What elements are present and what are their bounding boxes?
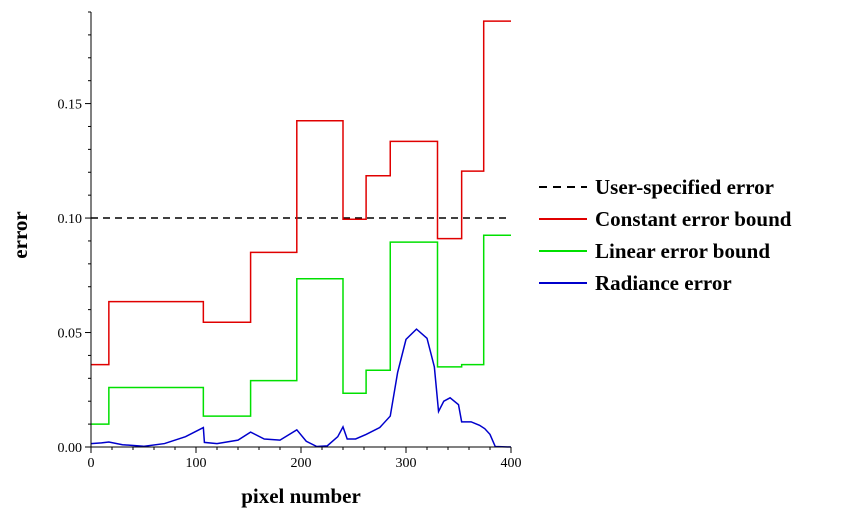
series-line-2 (91, 234, 511, 425)
series-line-1 (91, 20, 511, 366)
legend-label: Radiance error (595, 271, 732, 295)
y-tick-label: 0.05 (58, 327, 83, 342)
y-tick-label: 0.15 (58, 98, 83, 113)
legend-label: Linear error bound (595, 239, 770, 263)
y-axis-label: error (8, 211, 32, 258)
series-line-3 (90, 328, 512, 448)
ticks-layer: 0 100 200 300 400 0.00 0.05 0.10 0.15 (58, 11, 522, 471)
x-tick-label: 300 (396, 456, 417, 471)
legend: User-specified error Constant error bound… (539, 175, 792, 295)
series-layer (90, 20, 512, 448)
x-tick-label: 200 (291, 456, 312, 471)
y-tick-label: 0.10 (58, 212, 83, 227)
x-tick-label: 0 (88, 456, 95, 471)
x-axis-label: pixel number (241, 484, 361, 508)
x-tick-label: 100 (186, 456, 207, 471)
axes-layer (90, 12, 511, 448)
legend-label: User-specified error (595, 175, 774, 199)
y-tick-label: 0.00 (58, 441, 83, 456)
x-tick-label: 400 (501, 456, 522, 471)
legend-label: Constant error bound (595, 207, 792, 231)
